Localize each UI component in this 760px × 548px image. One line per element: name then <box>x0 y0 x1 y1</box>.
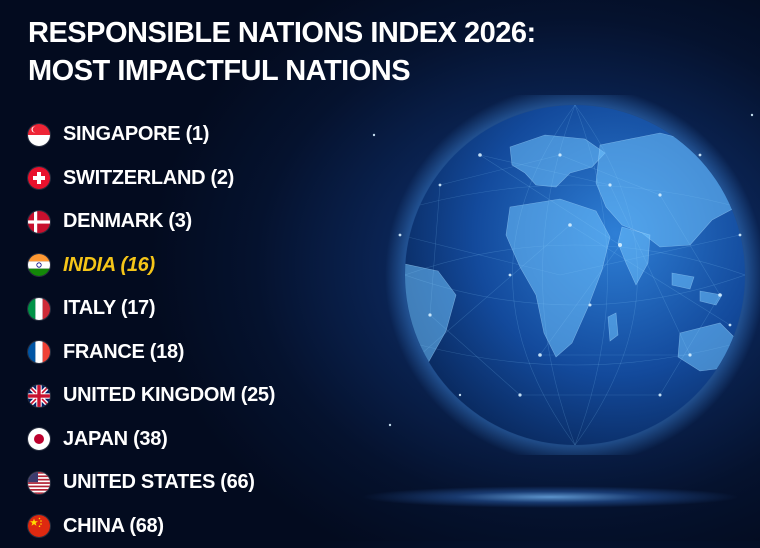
list-item: INDIA (16) <box>28 244 275 288</box>
title-line-1: RESPONSIBLE NATIONS INDEX 2026: <box>28 17 536 49</box>
usa-flag-icon <box>28 472 50 494</box>
nation-label: DENMARK (3) <box>63 210 192 233</box>
list-item: CHINA (68) <box>28 505 275 548</box>
nation-label: UNITED STATES (66) <box>63 471 255 494</box>
nation-label: ITALY (17) <box>63 297 155 320</box>
nation-label: SWITZERLAND (2) <box>63 167 234 190</box>
nation-label: CHINA (68) <box>63 515 164 538</box>
india-flag-icon <box>28 254 50 276</box>
title-line-2: MOST IMPACTFUL NATIONS <box>28 55 410 87</box>
nation-label-highlighted: INDIA (16) <box>63 254 155 277</box>
nation-label: UNITED KINGDOM (25) <box>63 384 275 407</box>
list-item: SINGAPORE (1) <box>28 113 275 157</box>
france-flag-icon <box>28 341 50 363</box>
china-flag-icon <box>28 515 50 537</box>
list-item: JAPAN (38) <box>28 418 275 462</box>
singapore-flag-icon <box>28 124 50 146</box>
list-item: DENMARK (3) <box>28 200 275 244</box>
nation-label: FRANCE (18) <box>63 341 184 364</box>
glowing-network-globe-icon <box>360 95 760 455</box>
page-title: RESPONSIBLE NATIONS INDEX 2026: MOST IMP… <box>28 14 668 90</box>
switzerland-flag-icon <box>28 167 50 189</box>
japan-flag-icon <box>28 428 50 450</box>
nation-label: JAPAN (38) <box>63 428 167 451</box>
denmark-flag-icon <box>28 211 50 233</box>
list-item: ITALY (17) <box>28 287 275 331</box>
nation-label: SINGAPORE (1) <box>63 123 209 146</box>
uk-flag-icon <box>28 385 50 407</box>
horizon-glow <box>360 486 740 508</box>
list-item: FRANCE (18) <box>28 331 275 375</box>
italy-flag-icon <box>28 298 50 320</box>
list-item: UNITED STATES (66) <box>28 461 275 505</box>
list-item: UNITED KINGDOM (25) <box>28 374 275 418</box>
nations-list: SINGAPORE (1) SWITZERLAND (2) DENMARK (3… <box>28 113 275 548</box>
list-item: SWITZERLAND (2) <box>28 157 275 201</box>
